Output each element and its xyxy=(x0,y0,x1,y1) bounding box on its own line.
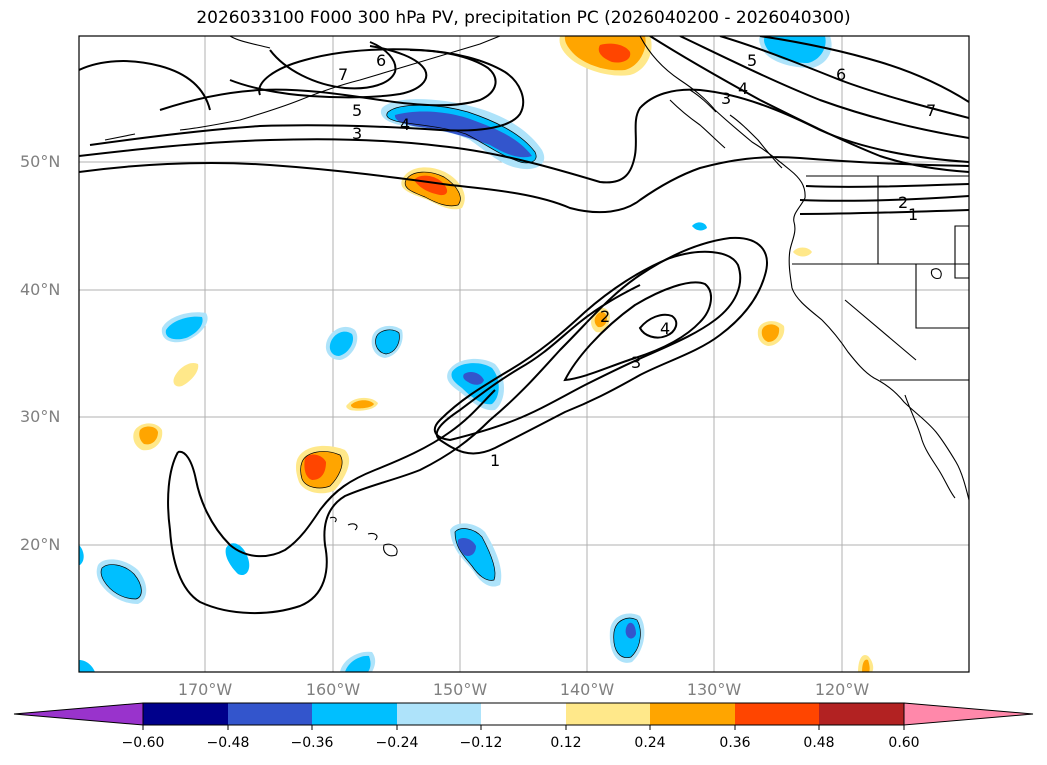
pv-contour xyxy=(563,281,712,382)
precip-negative-region xyxy=(165,316,203,340)
pv-contour xyxy=(805,183,969,188)
precip-negative-region xyxy=(225,543,250,576)
lat-label: 50°N xyxy=(20,152,61,171)
map-title: 2026033100 F000 300 hPa PV, precipitatio… xyxy=(196,8,851,28)
precip-negative-region xyxy=(394,111,532,158)
lon-label: 150°W xyxy=(432,680,488,699)
pv-contour-labels: 7 6 5 4 3 5 4 3 6 7 2 1 1 3 4 2 xyxy=(338,51,936,470)
colorbar-segment xyxy=(566,703,650,725)
colorbar-tick-label: −0.48 xyxy=(206,735,250,751)
colorbar-tick-label: 0.12 xyxy=(550,735,582,751)
colorbar-segment xyxy=(397,703,481,725)
colorbar-tick-label: −0.24 xyxy=(375,735,419,751)
pv-contour-label: 7 xyxy=(338,65,348,84)
pv-contour-label: 4 xyxy=(660,319,670,338)
map-frame xyxy=(78,35,970,673)
precip-positive-region xyxy=(139,426,158,445)
lon-label: 140°W xyxy=(559,680,615,699)
precip-negative-region xyxy=(692,222,707,231)
colorbar-tick-label: −0.36 xyxy=(290,735,334,751)
colorbar-segment xyxy=(143,703,228,725)
pv-contour xyxy=(167,236,768,615)
pv-contour xyxy=(159,49,497,111)
precip-shading xyxy=(79,36,874,672)
pv-contour xyxy=(269,41,397,90)
precip-positive-region xyxy=(350,400,374,409)
pv-contour-label: 2 xyxy=(600,307,610,326)
pv-contour-label: 6 xyxy=(836,65,846,84)
colorbar-tick-label: 0.60 xyxy=(888,735,920,751)
colorbar-tick-label: 0.24 xyxy=(634,735,666,751)
pv-contour xyxy=(679,36,969,139)
pv-contours xyxy=(79,36,969,615)
precip-negative-region xyxy=(79,545,84,565)
lat-label: 40°N xyxy=(20,280,61,299)
lon-label: 130°W xyxy=(686,680,742,699)
pv-contour-label: 4 xyxy=(400,115,410,134)
precip-negative-region xyxy=(457,538,476,556)
precip-negative-region xyxy=(463,372,484,385)
precip-negative-region xyxy=(345,655,371,672)
precip-positive-region xyxy=(598,43,631,63)
colorbar xyxy=(13,702,1034,730)
pv-contour-label: 3 xyxy=(631,353,641,372)
pv-contour xyxy=(433,250,742,442)
pv-contour-label: 5 xyxy=(352,101,362,120)
precip-negative-region xyxy=(625,622,636,639)
colorbar-tick-label: −0.60 xyxy=(121,735,165,751)
pv-contour xyxy=(649,36,969,173)
pv-contour-label: 3 xyxy=(721,89,731,108)
precip-positive-region xyxy=(173,362,199,387)
colorbar-segment xyxy=(481,703,566,725)
colorbar-segment xyxy=(735,703,819,725)
lon-label: 120°W xyxy=(814,680,870,699)
colorbar-tick-label: 0.48 xyxy=(803,735,835,751)
pv-contour-label: 5 xyxy=(747,51,757,70)
precip-positive-region xyxy=(862,659,870,672)
precip-negative-region xyxy=(79,660,95,672)
precip-negative-region xyxy=(329,331,354,356)
pv-contour-label: 1 xyxy=(490,451,500,470)
pv-contour xyxy=(759,36,969,103)
pv-contour xyxy=(638,313,678,339)
colorbar-extend-high xyxy=(903,702,1034,726)
pv-contour-label: 6 xyxy=(376,51,386,70)
colorbar-segment xyxy=(312,703,397,725)
colorbar-segment xyxy=(228,703,312,725)
pv-contour xyxy=(229,45,428,99)
pv-contour xyxy=(89,48,525,146)
precip-positive-region xyxy=(793,247,812,257)
pv-contour xyxy=(799,195,969,202)
precip-negative-region xyxy=(375,329,400,354)
lat-label: 20°N xyxy=(20,535,61,554)
colorbar-segment xyxy=(819,703,904,725)
pv-contour-label: 1 xyxy=(908,205,918,224)
lon-label: 160°W xyxy=(305,680,361,699)
lat-label: 30°N xyxy=(20,407,61,426)
pv-contour xyxy=(79,156,969,214)
colorbar-tick-label: −0.12 xyxy=(459,735,503,751)
pv-contour-label: 3 xyxy=(352,124,362,143)
coastlines xyxy=(104,36,969,557)
colorbar-segment xyxy=(650,703,735,725)
pv-contour xyxy=(799,209,969,215)
pv-contour-label: 4 xyxy=(738,79,748,98)
lon-label: 170°W xyxy=(177,680,233,699)
precip-negative-region xyxy=(100,564,142,599)
precip-positive-region xyxy=(761,324,780,342)
pv-contour-label: 7 xyxy=(926,101,936,120)
colorbar-extend-low xyxy=(13,702,144,726)
precip-positive-region xyxy=(594,312,607,328)
precip-positive-region xyxy=(304,454,326,480)
pv-contour xyxy=(79,60,211,111)
pv-contour-label: 2 xyxy=(898,193,908,212)
precip-outlines xyxy=(100,104,641,658)
colorbar-tick-label: 0.36 xyxy=(719,735,751,751)
pv-contour xyxy=(719,36,969,119)
